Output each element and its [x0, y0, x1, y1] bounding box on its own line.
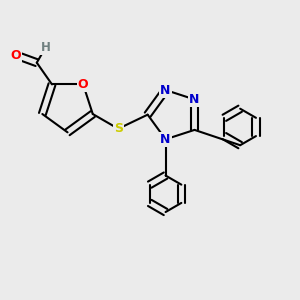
- Text: O: O: [78, 78, 88, 91]
- Text: O: O: [11, 49, 21, 62]
- Text: N: N: [160, 133, 171, 146]
- Text: H: H: [41, 41, 51, 54]
- Text: N: N: [160, 83, 171, 97]
- Text: N: N: [189, 93, 200, 106]
- Text: S: S: [114, 122, 123, 135]
